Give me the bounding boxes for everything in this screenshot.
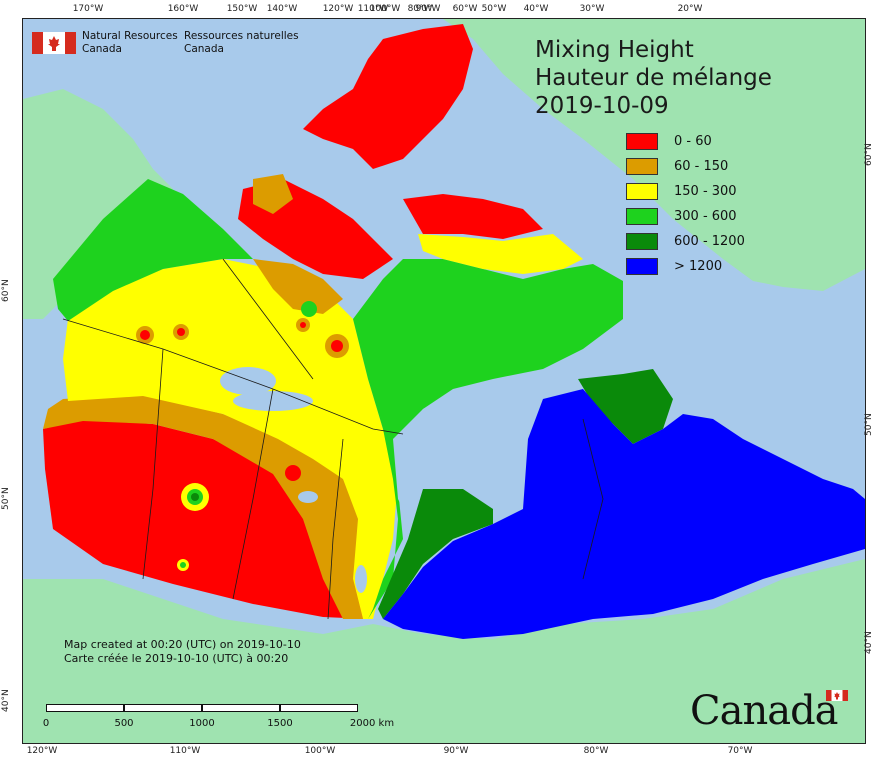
- zone-red-arctic-north: [303, 24, 473, 169]
- legend-swatch: [626, 258, 658, 275]
- scale-segment: [124, 704, 202, 712]
- tick-top-110w: 110°W: [357, 4, 389, 14]
- tick-left-40n: 40°N: [1, 689, 11, 712]
- tick-left-50n: 50°N: [1, 487, 11, 510]
- map-title: Mixing Height Hauteur de mélange 2019-10…: [535, 36, 772, 120]
- wordmark-flag-icon: [826, 690, 848, 701]
- title-en: Mixing Height: [535, 37, 694, 63]
- tick-top-160w: 160°W: [167, 4, 199, 14]
- tick-right-60n: 60°N: [864, 143, 874, 166]
- legend-label: 300 - 600: [674, 209, 737, 224]
- map-canvas: [22, 18, 866, 744]
- scale-label-0: 0: [42, 718, 50, 729]
- tick-top-80w: 80°W: [407, 4, 433, 14]
- org-en-line2: Canada: [82, 43, 122, 55]
- tick-bottom-80w: 80°W: [583, 746, 609, 756]
- zone-green-northwest: [53, 179, 253, 321]
- tick-top-100w: 100°W: [369, 4, 401, 14]
- zone-yellow-arctic: [418, 234, 583, 274]
- border-bc-ab: [142, 348, 164, 580]
- legend-swatch: [626, 133, 658, 150]
- zone-yellow: [63, 259, 398, 619]
- credit-fr: Carte créée le 2019-10-10 (UTC) à 00:20: [64, 652, 289, 665]
- tick-top-20w: 20°W: [677, 4, 703, 14]
- zone-orange-arctic: [253, 259, 343, 314]
- canada-flag-icon: [32, 32, 76, 54]
- credit-en: Map created at 00:20 (UTC) on 2019-10-10: [64, 638, 301, 651]
- scale-segment: [280, 704, 358, 712]
- tick-right-40n: 40°N: [864, 631, 874, 654]
- tick-right-50n: 50°N: [864, 413, 874, 436]
- tick-bottom-100w: 100°W: [304, 746, 336, 756]
- tick-left-60n: 60°N: [1, 279, 11, 302]
- tick-top-40w: 40°W: [523, 4, 549, 14]
- legend-swatch: [626, 208, 658, 225]
- lake-winnipeg: [355, 565, 367, 593]
- tick-top-170w: 170°W: [72, 4, 104, 14]
- lake-athabasca: [298, 491, 318, 503]
- zone-red-west: [43, 419, 368, 619]
- tick-top-50w: 50°W: [481, 4, 507, 14]
- legend-label: 0 - 60: [674, 134, 712, 149]
- zone-green-central: [353, 259, 623, 619]
- usa-landmass: [23, 559, 865, 743]
- border-ab-sk: [232, 388, 274, 600]
- title-fr: Hauteur de mélange: [535, 65, 772, 91]
- legend-swatch: [626, 183, 658, 200]
- tick-bottom-120w: 120°W: [26, 746, 58, 756]
- hotspot-green-6: [180, 562, 186, 568]
- hotspot-red-7: [300, 322, 306, 328]
- border-qc-on: [582, 418, 604, 580]
- legend-label: 150 - 300: [674, 184, 737, 199]
- zone-darkgreen-south: [378, 489, 493, 619]
- tick-top-150w: 150°W: [226, 4, 258, 14]
- tick-bottom-90w: 90°W: [443, 746, 469, 756]
- canada-wordmark: Canada: [690, 688, 839, 734]
- title-date: 2019-10-09: [535, 93, 669, 119]
- tick-bottom-70w: 70°W: [727, 746, 753, 756]
- scale-label-1500: 1500: [267, 718, 293, 729]
- org-fr-line1: Ressources naturelles: [184, 30, 299, 42]
- alaska-landmass: [23, 89, 173, 319]
- hotspot-red-1: [140, 330, 150, 340]
- org-en-line1: Natural Resources: [82, 30, 178, 42]
- border-yt-nt: [222, 258, 314, 380]
- scale-label-1000: 1000: [189, 718, 215, 729]
- hotspot-darkgreen-5: [191, 493, 199, 501]
- greenland-landmass: [443, 19, 865, 291]
- tick-top-60w: 60°W: [452, 4, 478, 14]
- legend-label: 600 - 1200: [674, 234, 745, 249]
- zone-blue-east: [383, 389, 865, 639]
- tick-top-30w: 30°W: [579, 4, 605, 14]
- zone-red-arctic-islands: [403, 194, 543, 239]
- legend-label: 60 - 150: [674, 159, 729, 174]
- tick-bottom-110w: 110°W: [169, 746, 201, 756]
- hotspot-green-8: [301, 301, 317, 317]
- great-slave-lake: [233, 391, 313, 411]
- scale-segment: [46, 704, 124, 712]
- zone-darkgreen-labrador: [578, 369, 673, 444]
- org-name-en: Natural Resources Canada: [82, 30, 178, 56]
- border-sk-mb: [327, 438, 344, 620]
- legend-swatch: [626, 158, 658, 175]
- map-credit: Map created at 00:20 (UTC) on 2019-10-10…: [64, 638, 301, 666]
- zone-orange-band: [43, 394, 363, 619]
- zone-orange-banks: [253, 174, 293, 214]
- hotspot-red-2: [177, 328, 185, 336]
- scale-segment: [202, 704, 280, 712]
- great-bear-lake: [220, 367, 276, 395]
- hotspot-red-3: [331, 340, 343, 352]
- tick-top-140w: 140°W: [266, 4, 298, 14]
- scale-label-500: 500: [114, 718, 134, 729]
- org-name-fr: Ressources naturelles Canada: [184, 30, 299, 56]
- tick-top-90w: 90°W: [415, 4, 441, 14]
- org-fr-line2: Canada: [184, 43, 224, 55]
- scale-label-2000: 2000 km: [349, 718, 395, 729]
- hotspot-red-4: [285, 465, 301, 481]
- mixing-height-map: [23, 19, 865, 743]
- legend-label: > 1200: [674, 259, 723, 274]
- legend-swatch: [626, 233, 658, 250]
- tick-top-120w: 120°W: [322, 4, 354, 14]
